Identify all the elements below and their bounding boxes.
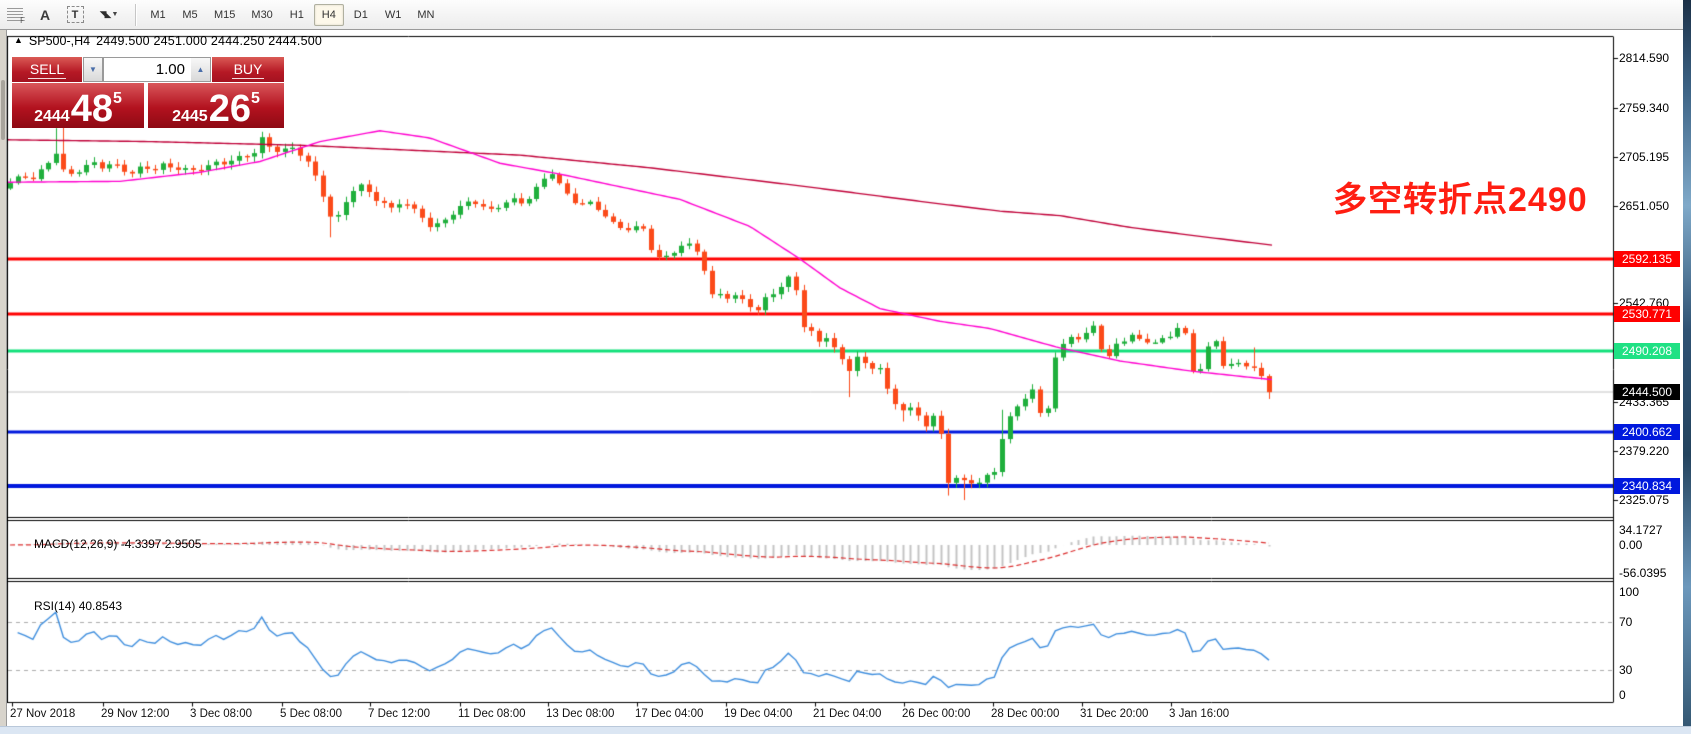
chart-symbol-arrow-icon: ▲ <box>14 35 23 45</box>
volume-input[interactable] <box>103 57 191 82</box>
buy-price-box[interactable]: 2445 26 5 <box>148 83 284 128</box>
time-axis-label: 27 Nov 2018 <box>10 708 76 720</box>
time-axis-label: 7 Dec 12:00 <box>368 708 431 720</box>
timeframe-button-m30[interactable]: M30 <box>251 8 273 21</box>
price-level-badge: 2530.771 <box>1614 306 1680 323</box>
timeframe-button-d1[interactable]: D1 <box>353 8 368 21</box>
time-axis-label: 13 Dec 08:00 <box>546 708 615 720</box>
price-level-badge: 2400.662 <box>1614 423 1680 440</box>
sell-button[interactable]: SELL <box>12 57 82 82</box>
price-axis-tick: 2814.590 <box>1619 51 1670 65</box>
chart-text-annotation: 多空转折点2490 <box>1333 181 1588 219</box>
timeframe-button-m1[interactable]: M1 <box>150 8 166 21</box>
volume-decrease-button[interactable]: ▼ <box>83 57 103 82</box>
chart-symbol-label: SP500-,H4 <box>28 34 91 48</box>
time-axis-label: 21 Dec 04:00 <box>813 708 882 720</box>
price-axis-tick: 2325.075 <box>1619 493 1670 507</box>
window-right-edge <box>1683 0 1691 734</box>
chevron-down-icon: ▼ <box>111 11 119 18</box>
price-chart-canvas[interactable] <box>7 30 1683 726</box>
time-axis-label: 31 Dec 20:00 <box>1080 708 1149 720</box>
toolbar-separator <box>135 3 137 26</box>
label-tool-icon[interactable]: A <box>39 6 51 23</box>
rsi-indicator-label: RSI(14) 40.8543 <box>34 599 123 613</box>
macd-axis-value: 34.1727 <box>1619 523 1663 537</box>
time-axis-label: 28 Dec 00:00 <box>991 708 1060 720</box>
one-click-trade-panel: SELL ▼ ▲ BUY 2444 48 5 2445 26 5 <box>12 57 284 128</box>
macd-axis-value: -56.0395 <box>1619 566 1667 580</box>
macd-indicator-label: MACD(12,26,9) -4.3397 2.9505 <box>34 537 202 551</box>
time-axis-label: 3 Dec 08:00 <box>190 708 253 720</box>
time-axis-label: 26 Dec 00:00 <box>902 708 971 720</box>
buy-button[interactable]: BUY <box>212 57 284 82</box>
price-axis-tick: 2379.220 <box>1619 444 1670 459</box>
timeframe-group: M1 M5 M15 M30 H1 H4 D1 W1 MN <box>142 3 442 26</box>
chart-window: ▲ SP500-,H4 2449.500 2451.000 2444.250 2… <box>7 30 1683 726</box>
chart-title: ▲ SP500-,H4 2449.500 2451.000 2444.250 2… <box>14 34 322 48</box>
dock-scroll-thumb[interactable] <box>1 80 5 140</box>
time-axis-label: 17 Dec 04:00 <box>635 708 704 720</box>
rsi-axis-value: 70 <box>1619 615 1633 629</box>
buy-price-prefix: 2445 <box>172 108 208 125</box>
templates-grid-icon[interactable]: F <box>2 3 28 27</box>
text-box-tool-icon[interactable]: T <box>62 3 88 27</box>
price-level-badge: 2340.834 <box>1614 477 1680 494</box>
time-axis-label: 5 Dec 08:00 <box>280 708 343 720</box>
time-axis-label: 29 Nov 12:00 <box>101 708 170 720</box>
timeframe-button-m15[interactable]: M15 <box>214 8 236 21</box>
window-bottom-edge <box>0 726 1691 734</box>
chart-ohlc-values: 2449.500 2451.000 2444.250 2444.500 <box>96 34 323 48</box>
time-axis-label: 3 Jan 16:00 <box>1169 708 1230 720</box>
price-level-badge: 2490.208 <box>1614 342 1680 359</box>
timeframe-button-h1[interactable]: H1 <box>289 8 304 21</box>
time-axis-label: 11 Dec 08:00 <box>458 708 526 720</box>
timeframe-button-m5[interactable]: M5 <box>182 8 198 21</box>
rsi-axis-value: 0 <box>1619 688 1626 702</box>
arrange-objects-icon[interactable]: ◥◣ ▼ <box>99 9 119 19</box>
buy-price-sup: 5 <box>250 90 260 107</box>
timeframe-button-w1[interactable]: W1 <box>384 8 402 21</box>
sell-price-sup: 5 <box>112 90 122 107</box>
volume-increase-button[interactable]: ▲ <box>191 57 211 82</box>
price-axis-tick: 2759.340 <box>1619 100 1670 115</box>
time-axis-label: 19 Dec 04:00 <box>724 708 793 720</box>
macd-axis-value: 0.00 <box>1619 538 1643 552</box>
left-dock-strip <box>0 30 7 726</box>
buy-price-big: 26 <box>208 87 251 130</box>
toolbar: F A T ◥◣ ▼ M1 M5 M15 M30 H1 H4 D1 W1 MN <box>0 0 1691 30</box>
rsi-axis-value: 100 <box>1619 585 1640 599</box>
price-level-badge: 2592.135 <box>1614 250 1680 267</box>
timeframe-button-h4[interactable]: H4 <box>313 3 344 26</box>
price-axis-tick: 2705.195 <box>1619 149 1670 164</box>
sell-price-prefix: 2444 <box>34 108 70 125</box>
price-axis-tick: 2651.050 <box>1619 198 1670 213</box>
sell-price-box[interactable]: 2444 48 5 <box>12 83 144 128</box>
price-level-badge: 2444.500 <box>1614 384 1680 401</box>
timeframe-button-mn[interactable]: MN <box>417 8 435 21</box>
rsi-axis-value: 30 <box>1619 663 1633 677</box>
sell-price-big: 48 <box>70 87 113 130</box>
